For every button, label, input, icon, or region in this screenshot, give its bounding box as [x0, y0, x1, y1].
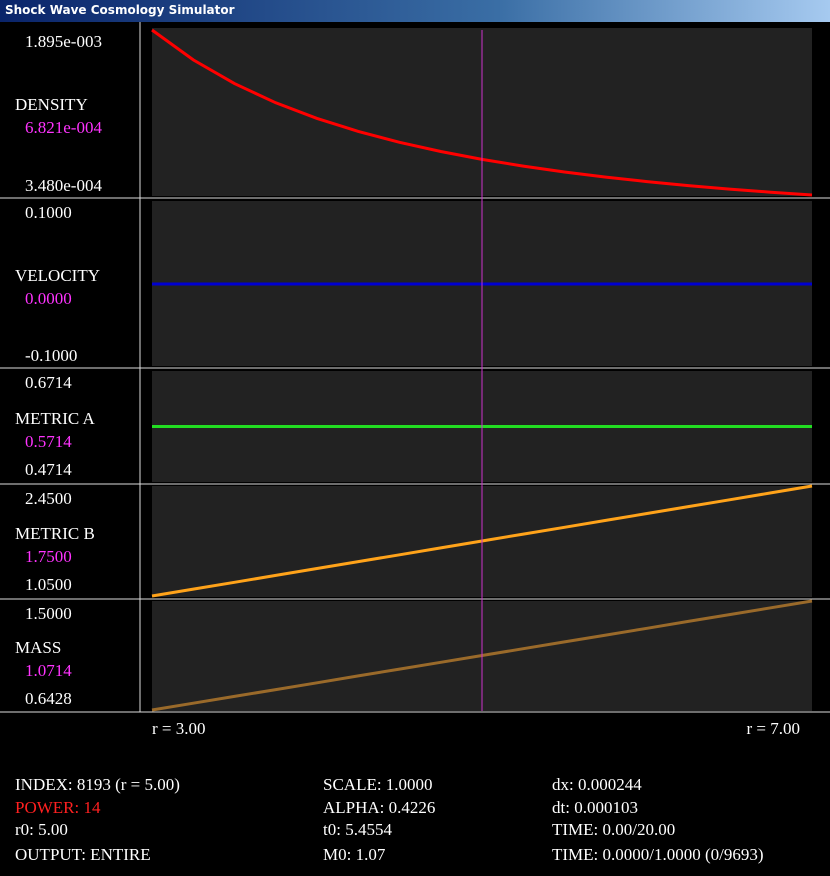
axis-min-label: 3.480e-004 — [25, 176, 102, 195]
axis-max-label: 0.6714 — [25, 373, 72, 392]
info-text: TIME: 0.00/20.00 — [552, 820, 675, 839]
info-text: ALPHA: 0.4226 — [323, 798, 435, 817]
panel-label: METRIC B — [15, 524, 95, 543]
info-text: r0: 5.00 — [15, 820, 68, 839]
info-text: INDEX: 8193 (r = 5.00) — [15, 775, 180, 794]
axis-max-label: 1.895e-003 — [25, 32, 102, 51]
info-text: OUTPUT: ENTIRE — [15, 845, 151, 864]
info-text: POWER: 14 — [15, 798, 101, 817]
panel-label: MASS — [15, 638, 61, 657]
info-text: dt: 0.000103 — [552, 798, 638, 817]
simulator-view: 1.895e-003 DENSITY 6.821e-004 3.480e-004 0.1… — [0, 22, 830, 864]
info-text: SCALE: 1.0000 — [323, 775, 433, 794]
panel-label: VELOCITY — [15, 266, 100, 285]
info-text: t0: 5.4554 — [323, 820, 392, 839]
x-max-label: r = 7.00 — [747, 719, 801, 738]
axis-min-label: 0.4714 — [25, 460, 72, 479]
current-value: 0.0000 — [25, 289, 72, 308]
axis-max-label: 2.4500 — [25, 489, 72, 508]
window-title: Shock Wave Cosmology Simulator — [5, 3, 235, 17]
x-min-label: r = 3.00 — [152, 719, 206, 738]
current-value: 0.5714 — [25, 432, 72, 451]
panel-label: METRIC A — [15, 409, 96, 428]
info-text: M0: 1.07 — [323, 845, 386, 864]
axis-min-label: -0.1000 — [25, 346, 77, 365]
info-text: dx: 0.000244 — [552, 775, 642, 794]
current-value: 1.7500 — [25, 547, 72, 566]
axis-max-label: 1.5000 — [25, 604, 72, 623]
info-text: TIME: 0.0000/1.0000 (0/9693) — [552, 845, 764, 864]
axis-min-label: 0.6428 — [25, 689, 72, 708]
axis-min-label: 1.0500 — [25, 575, 72, 594]
axis-max-label: 0.1000 — [25, 203, 72, 222]
title-bar: Shock Wave Cosmology Simulator — [0, 0, 830, 22]
current-value: 6.821e-004 — [25, 118, 102, 137]
panel-label: DENSITY — [15, 95, 88, 114]
current-value: 1.0714 — [25, 661, 72, 680]
